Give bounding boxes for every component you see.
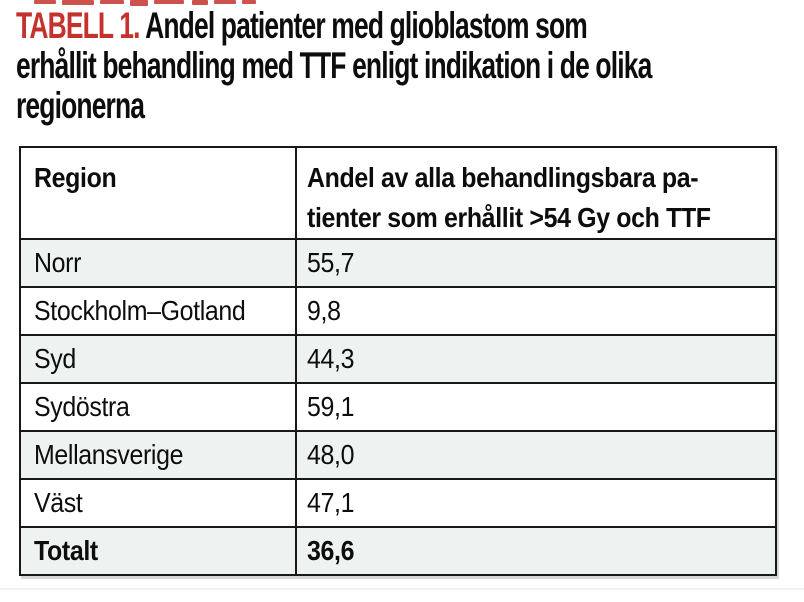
cropped-red-text-fragment bbox=[192, 0, 208, 5]
region-name: Syd bbox=[34, 342, 76, 374]
value-cell: 44,3 bbox=[295, 333, 777, 384]
value-cell: 48,0 bbox=[295, 429, 777, 480]
region-cell: Syd bbox=[19, 333, 297, 384]
total-value-cell: 36,6 bbox=[295, 525, 777, 576]
region-cell: Sydöstra bbox=[19, 381, 297, 432]
region-value: 9,8 bbox=[307, 294, 341, 326]
table-total-row: Totalt 36,6 bbox=[19, 525, 777, 576]
table-caption: TABELL 1. Andel patienter med glioblasto… bbox=[16, 6, 781, 126]
cropped-red-text-fragment bbox=[130, 0, 148, 6]
region-value: 55,7 bbox=[307, 246, 355, 278]
table-row-vast: Väst 47,1 bbox=[19, 477, 777, 528]
cropped-red-text-fragment bbox=[62, 0, 94, 5]
cropped-red-text-fragment bbox=[34, 0, 56, 4]
column-header-andel: Andel av alla behandlingsbara pa- tiente… bbox=[295, 146, 777, 240]
table-row-mellansverige: Mellansverige 48,0 bbox=[19, 429, 777, 480]
cropped-red-text-fragment bbox=[100, 0, 124, 4]
value-cell: 47,1 bbox=[295, 477, 777, 528]
regions-table: Region Andel av alla behandlingsbara pa-… bbox=[19, 146, 777, 576]
region-name: Väst bbox=[34, 486, 83, 518]
table-row-syd: Syd 44,3 bbox=[19, 333, 777, 384]
region-value: 47,1 bbox=[307, 486, 355, 518]
table-caption-text: Andel patienter med glioblastom som erhå… bbox=[16, 5, 652, 126]
region-name: Norr bbox=[34, 246, 82, 278]
region-value: 59,1 bbox=[307, 390, 355, 422]
region-value: 44,3 bbox=[307, 342, 355, 374]
region-cell: Stockholm–Gotland bbox=[19, 285, 297, 336]
table-row-sydostra: Sydöstra 59,1 bbox=[19, 381, 777, 432]
region-name: Stockholm–Gotland bbox=[34, 294, 246, 326]
region-name: Sydöstra bbox=[34, 390, 130, 422]
page-faint-line bbox=[0, 588, 804, 590]
value-cell: 59,1 bbox=[295, 381, 777, 432]
total-label: Totalt bbox=[34, 534, 98, 566]
table-row-stockholm-gotland: Stockholm–Gotland 9,8 bbox=[19, 285, 777, 336]
region-cell: Norr bbox=[19, 237, 297, 288]
region-cell: Väst bbox=[19, 477, 297, 528]
region-cell: Mellansverige bbox=[19, 429, 297, 480]
table-row-norr: Norr 55,7 bbox=[19, 237, 777, 288]
cropped-red-text-fragment bbox=[242, 0, 256, 4]
column-header-region: Region bbox=[19, 146, 297, 240]
table-header-row: Region Andel av alla behandlingsbara pa-… bbox=[19, 146, 777, 240]
column-header-andel-label: Andel av alla behandlingsbara pa- tiente… bbox=[307, 162, 711, 233]
region-name: Mellansverige bbox=[34, 438, 184, 470]
total-label-cell: Totalt bbox=[19, 525, 297, 576]
total-value: 36,6 bbox=[307, 534, 355, 566]
value-cell: 55,7 bbox=[295, 237, 777, 288]
region-value: 48,0 bbox=[307, 438, 355, 470]
column-header-region-label: Region bbox=[34, 162, 117, 193]
value-cell: 9,8 bbox=[295, 285, 777, 336]
cropped-red-text-fragment bbox=[214, 0, 236, 4]
table-caption-label: TABELL 1. bbox=[16, 5, 140, 46]
cropped-red-text-fragment bbox=[154, 0, 184, 4]
